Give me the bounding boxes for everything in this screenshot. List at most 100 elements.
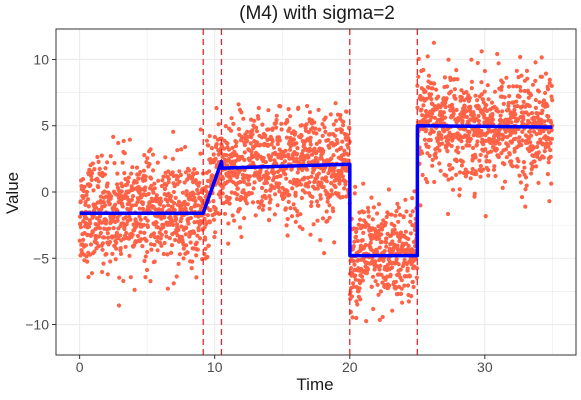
scatter-point	[121, 138, 126, 144]
scatter-point	[532, 159, 537, 164]
scatter-point	[254, 129, 260, 134]
scatter-point	[308, 139, 313, 144]
scatter-point	[395, 201, 400, 206]
scatter-point	[529, 171, 534, 176]
scatter-point	[474, 142, 479, 147]
scatter-point	[349, 294, 354, 299]
scatter-point	[320, 133, 325, 138]
scatter-point	[250, 132, 255, 137]
scatter-point	[541, 155, 546, 160]
scatter-point	[536, 180, 541, 185]
scatter-point	[165, 252, 170, 257]
scatter-point	[190, 259, 195, 264]
scatter-point	[260, 122, 265, 127]
scatter-point	[172, 208, 177, 213]
scatter-point	[294, 141, 299, 146]
scatter-point	[545, 103, 550, 108]
scatter-point	[407, 274, 413, 279]
scatter-point	[196, 228, 201, 233]
scatter-point	[140, 244, 145, 249]
scatter-point	[145, 156, 150, 161]
scatter-point	[345, 158, 350, 163]
scatter-point	[383, 277, 388, 282]
scatter-point	[457, 187, 462, 192]
scatter-point	[211, 199, 216, 204]
scatter-point	[520, 129, 525, 134]
scatter-point	[398, 291, 404, 296]
scatter-point	[296, 105, 301, 110]
scatter-point	[120, 204, 125, 209]
scatter-point	[430, 86, 435, 91]
scatter-point	[137, 190, 142, 195]
scatter-point	[375, 211, 380, 216]
scatter-point	[432, 81, 437, 86]
scatter-point	[173, 195, 178, 200]
scatter-point	[120, 160, 125, 165]
scatter-point	[340, 139, 345, 144]
scatter-point	[196, 191, 201, 196]
scatter-point	[86, 224, 92, 229]
scatter-point	[143, 178, 148, 183]
scatter-point	[455, 77, 460, 82]
scatter-point	[240, 154, 245, 159]
scatter-point	[439, 136, 444, 141]
scatter-point	[145, 249, 150, 255]
scatter-point	[354, 229, 359, 235]
scatter-point	[421, 67, 426, 73]
scatter-point	[194, 253, 199, 258]
scatter-point	[161, 222, 166, 228]
scatter-point	[533, 97, 538, 103]
scatter-point	[96, 179, 101, 184]
scatter-point	[96, 244, 101, 249]
scatter-point	[521, 99, 526, 104]
scatter-point	[396, 219, 401, 224]
scatter-point	[421, 103, 426, 108]
scatter-point	[412, 189, 417, 194]
scatter-point	[517, 94, 522, 99]
scatter-point	[173, 237, 178, 243]
scatter-point	[85, 232, 90, 237]
scatter-point	[80, 177, 86, 182]
scatter-point	[287, 147, 293, 152]
scatter-point	[439, 113, 445, 118]
scatter-point	[342, 186, 347, 191]
scatter-point	[502, 179, 508, 184]
scatter-point	[410, 196, 415, 201]
scatter-point	[205, 254, 210, 260]
scatter-point	[116, 303, 122, 308]
scatter-point	[118, 251, 124, 256]
scatter-point	[324, 209, 329, 214]
scatter-point	[139, 237, 144, 242]
scatter-point	[127, 253, 132, 258]
scatter-point	[132, 287, 137, 292]
scatter-point	[529, 133, 534, 138]
scatter-point	[266, 127, 271, 132]
scatter-point	[501, 101, 506, 106]
scatter-point	[207, 169, 212, 174]
scatter-point	[255, 199, 261, 205]
scatter-point	[426, 85, 431, 90]
scatter-point	[463, 173, 469, 178]
scatter-point	[107, 201, 112, 206]
scatter-point	[212, 234, 217, 240]
scatter-point	[164, 183, 169, 188]
scatter-point	[143, 174, 148, 179]
scatter-point	[330, 192, 335, 197]
scatter-point	[123, 215, 128, 220]
scatter-point	[449, 176, 454, 181]
scatter-point	[279, 121, 284, 126]
scatter-point	[151, 231, 157, 236]
scatter-point	[548, 148, 553, 153]
scatter-point	[432, 115, 437, 120]
scatter-point	[202, 225, 207, 230]
scatter-point	[442, 75, 447, 80]
scatter-point	[257, 205, 262, 210]
scatter-point	[432, 179, 437, 185]
scatter-point	[118, 246, 123, 251]
scatter-point	[333, 101, 338, 106]
scatter-point	[251, 186, 256, 191]
scatter-point	[448, 77, 453, 82]
scatter-point	[293, 219, 298, 224]
scatter-point	[260, 207, 265, 212]
